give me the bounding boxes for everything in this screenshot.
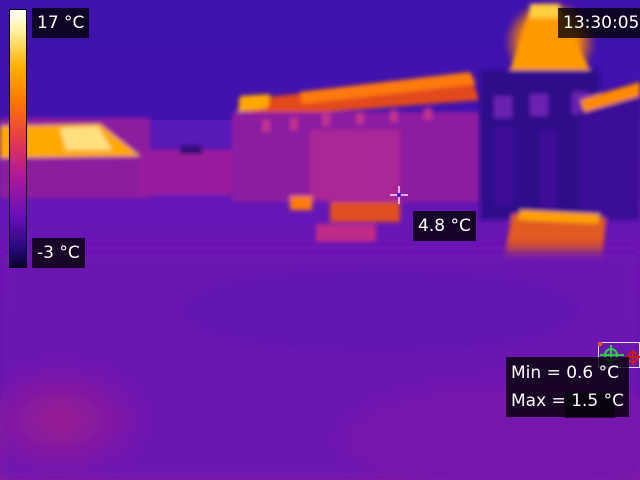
scale-min-label: -3 °C bbox=[32, 238, 85, 268]
spot-temperature-label: 4.8 °C bbox=[413, 211, 476, 241]
roi-minmax-panel: Min = 0.6 °C Max = 1.5 °C bbox=[506, 357, 630, 417]
central-building bbox=[232, 72, 480, 242]
roi-min-label: Min = 0.6 °C bbox=[511, 363, 620, 383]
scale-max-label: 17 °C bbox=[32, 8, 90, 38]
temperature-scale-bar bbox=[9, 9, 27, 268]
spot-crosshair-icon bbox=[390, 186, 408, 204]
clock-readout: 13:30:05 bbox=[558, 8, 640, 38]
roi-max-label: Max = 1.5 °C bbox=[511, 391, 625, 411]
tower bbox=[480, 0, 640, 262]
